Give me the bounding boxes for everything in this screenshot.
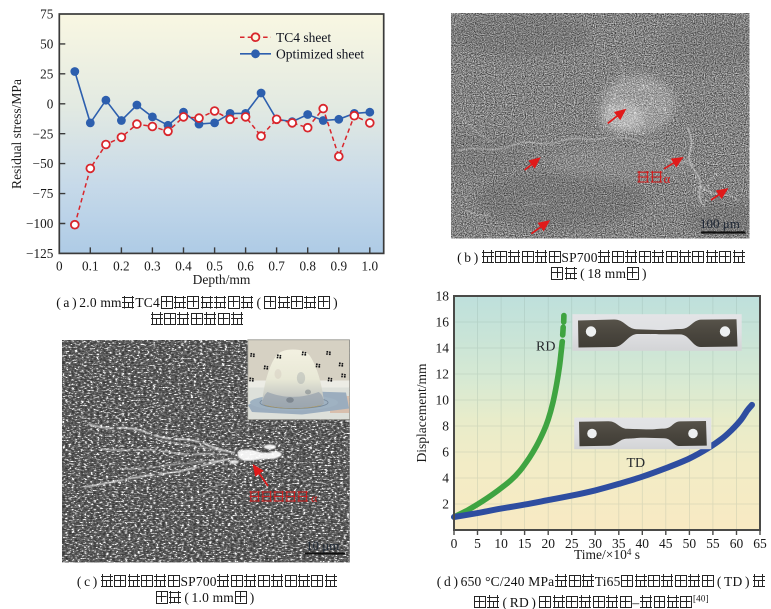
svg-text:0.1: 0.1 — [82, 258, 98, 273]
svg-text:0: 0 — [47, 96, 54, 111]
svg-text:10 μm: 10 μm — [306, 538, 339, 553]
svg-text:18: 18 — [436, 289, 450, 304]
svg-text:α: α — [311, 491, 318, 505]
svg-text:0: 0 — [451, 536, 458, 551]
svg-text:10: 10 — [436, 393, 450, 408]
svg-text:25: 25 — [565, 536, 579, 551]
svg-text:25: 25 — [40, 66, 54, 81]
svg-text:Depth/mm: Depth/mm — [193, 272, 251, 287]
svg-text:0.9: 0.9 — [331, 258, 348, 273]
svg-text:16: 16 — [436, 315, 450, 330]
svg-text:14: 14 — [436, 341, 450, 356]
svg-text:Optimized sheet: Optimized sheet — [276, 46, 364, 61]
svg-text:50: 50 — [683, 536, 697, 551]
svg-text:0.2: 0.2 — [113, 258, 129, 273]
svg-text:75: 75 — [40, 7, 54, 22]
svg-text:RD: RD — [536, 340, 555, 355]
svg-text:−125: −125 — [26, 246, 54, 261]
svg-text:4: 4 — [442, 471, 449, 486]
svg-text:0.3: 0.3 — [144, 258, 161, 273]
svg-text:0.5: 0.5 — [206, 258, 223, 273]
svg-text:50: 50 — [40, 37, 54, 52]
svg-text:0.4: 0.4 — [175, 258, 192, 273]
svg-text:Time/×104 s: Time/×104 s — [574, 547, 640, 562]
svg-text:12: 12 — [436, 367, 450, 382]
svg-text:20: 20 — [541, 536, 555, 551]
svg-text:65: 65 — [753, 536, 767, 551]
svg-text:α: α — [664, 171, 671, 186]
svg-text:30: 30 — [588, 536, 602, 551]
svg-text:35: 35 — [612, 536, 626, 551]
svg-text:0: 0 — [56, 258, 63, 273]
svg-text:8: 8 — [442, 419, 449, 434]
svg-text:5: 5 — [474, 536, 481, 551]
svg-text:10: 10 — [494, 536, 508, 551]
svg-text:0.7: 0.7 — [268, 258, 285, 273]
svg-text:0.8: 0.8 — [299, 258, 316, 273]
svg-text:40: 40 — [636, 536, 650, 551]
svg-text:0.6: 0.6 — [237, 258, 254, 273]
svg-text:2: 2 — [442, 497, 449, 512]
svg-text:Displacement/mm: Displacement/mm — [414, 363, 429, 462]
svg-text:1.0: 1.0 — [362, 258, 379, 273]
svg-text:6: 6 — [442, 445, 449, 460]
svg-text:60: 60 — [730, 536, 744, 551]
svg-text:55: 55 — [706, 536, 720, 551]
svg-text:TC4 sheet: TC4 sheet — [276, 30, 331, 45]
svg-text:TD: TD — [627, 456, 646, 471]
svg-text:−75: −75 — [33, 186, 54, 201]
svg-text:−50: −50 — [33, 156, 54, 171]
svg-text:−25: −25 — [33, 126, 54, 141]
svg-text:−100: −100 — [26, 216, 54, 231]
svg-text:45: 45 — [659, 536, 673, 551]
svg-text:Residual stress/MPa: Residual stress/MPa — [9, 79, 24, 189]
svg-text:100 μm: 100 μm — [700, 216, 740, 231]
svg-text:15: 15 — [518, 536, 532, 551]
